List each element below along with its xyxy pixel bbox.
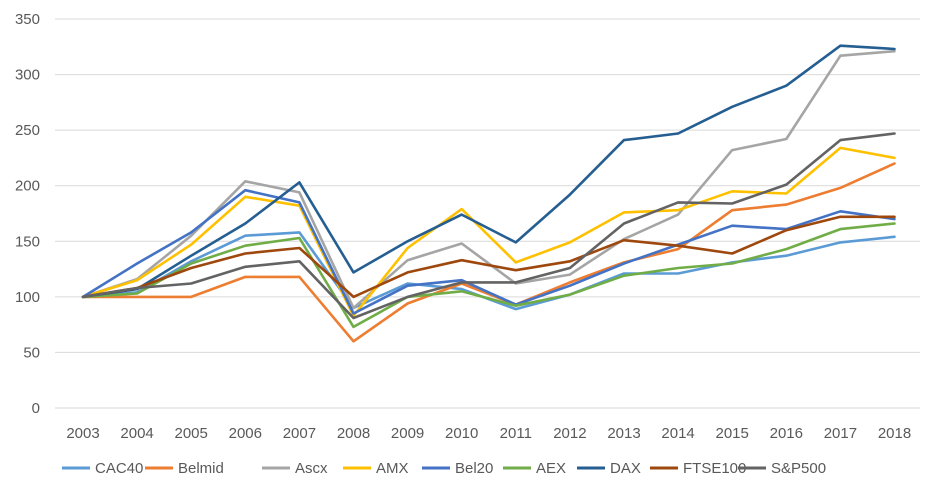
legend: CAC40 Belmid Ascx AMX Bel20 AEX DAX FTSE100 S&P5… <box>62 460 826 477</box>
series-line-amx <box>81 146 896 318</box>
legend-label: S&P500 <box>771 460 826 477</box>
series-line-ftse100 <box>81 215 896 299</box>
y-tick-label: 200 <box>15 178 40 195</box>
y-tick-label: 0 <box>32 400 40 417</box>
series-line-aex <box>81 222 896 329</box>
x-tick-label: 2007 <box>283 425 316 442</box>
x-tick-label: 2003 <box>66 425 99 442</box>
series-lines <box>81 44 896 343</box>
legend-label: Belmid <box>178 460 224 477</box>
series-line-belmid <box>81 162 896 343</box>
series-line-dax <box>81 44 896 299</box>
y-tick-label: 50 <box>23 344 40 361</box>
x-tick-label: 2008 <box>337 425 370 442</box>
series-line-bel20 <box>81 188 896 315</box>
gridlines <box>55 18 920 409</box>
x-tick-label: 2009 <box>391 425 424 442</box>
legend-label: Bel20 <box>455 460 493 477</box>
legend-label: Ascx <box>295 460 328 477</box>
x-tick-label: 2012 <box>553 425 586 442</box>
legend-label: FTSE100 <box>683 460 746 477</box>
y-tick-label: 150 <box>15 233 40 250</box>
x-tick-label: 2015 <box>716 425 749 442</box>
x-tick-label: 2013 <box>607 425 640 442</box>
legend-label: DAX <box>610 460 641 477</box>
x-axis: 2003 2004 2005 2006 2007 2008 2009 2010 2011 2012… <box>66 425 911 442</box>
y-tick-label: 100 <box>15 289 40 306</box>
legend-label: CAC40 <box>95 460 143 477</box>
legend-label: AMX <box>376 460 409 477</box>
x-tick-label: 2011 <box>500 425 532 442</box>
y-tick-label: 250 <box>15 122 40 139</box>
legend-label: AEX <box>536 460 566 477</box>
series-line-ascx <box>81 49 896 310</box>
x-tick-label: 2018 <box>878 425 911 442</box>
y-axis: 0 50 100 150 200 250 300 350 <box>15 11 40 417</box>
x-tick-label: 2016 <box>770 425 803 442</box>
x-tick-label: 2010 <box>445 425 478 442</box>
x-tick-label: 2005 <box>175 425 208 442</box>
y-tick-label: 300 <box>15 67 40 84</box>
x-tick-label: 2004 <box>120 425 153 442</box>
x-tick-label: 2017 <box>824 425 857 442</box>
x-tick-label: 2014 <box>661 425 694 442</box>
series-line-sp500 <box>81 132 896 320</box>
y-tick-label: 350 <box>15 11 40 28</box>
x-tick-label: 2006 <box>229 425 262 442</box>
